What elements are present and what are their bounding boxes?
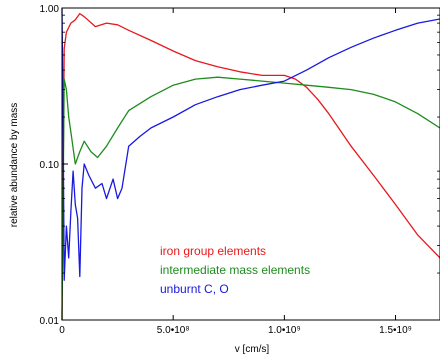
x-tick-label: 0 <box>59 325 65 336</box>
series-line-intermediate-mass-elements <box>61 76 440 321</box>
x-tick-label: 1.5•10⁹ <box>379 325 412 336</box>
y-tick-label: 0.10 <box>40 160 60 171</box>
series-layer <box>61 7 440 321</box>
y-tick-label: 1.00 <box>40 4 60 15</box>
legend-entry: intermediate mass elements <box>160 263 310 277</box>
legend-entry: unburnt C, O <box>160 282 229 296</box>
y-axis-title: relative abundance by mass <box>9 103 20 228</box>
y-tick-label: 0.01 <box>40 316 60 327</box>
legend-entry: iron group elements <box>160 244 266 258</box>
x-axis-title: v [cm/s] <box>235 344 270 355</box>
x-tick-label: 5.0•10⁸ <box>157 325 190 336</box>
legend: iron group elements intermediate mass ele… <box>160 244 310 296</box>
x-tick-label: 1.0•10⁹ <box>268 325 301 336</box>
series-line-iron-group-elements <box>61 12 440 321</box>
series-line-unburnt-c-o <box>61 7 440 281</box>
tick-layer: 0 5.0•10⁸ 1.0•10⁹ 1.5•10⁹ 0.01 0.10 1.00 <box>40 4 440 336</box>
